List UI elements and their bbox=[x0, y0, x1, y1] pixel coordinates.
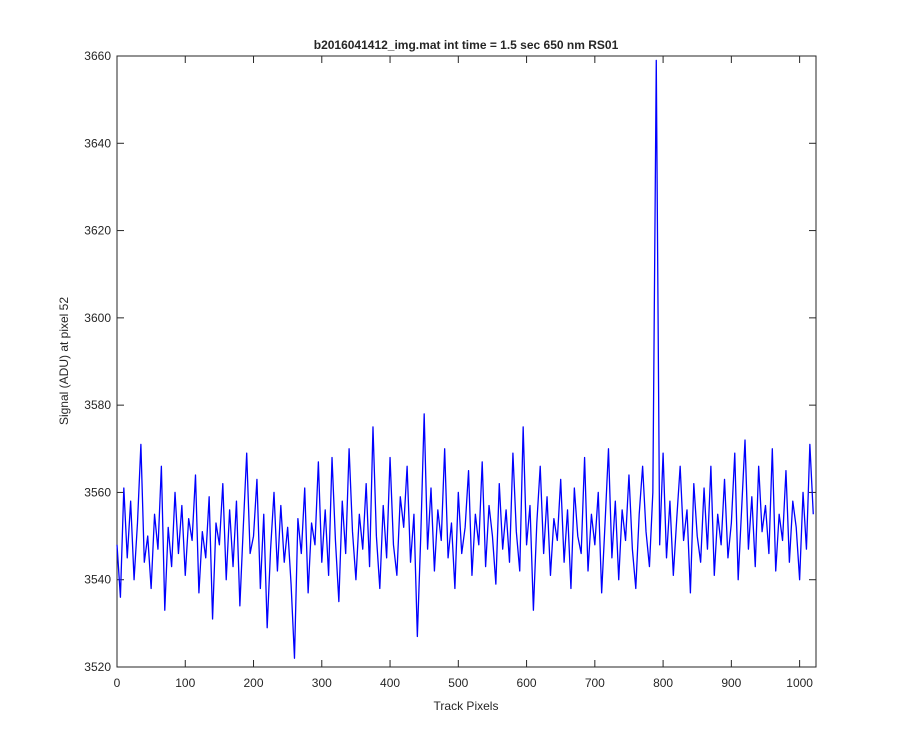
x-tick-label: 300 bbox=[312, 676, 332, 690]
x-tick-label: 400 bbox=[380, 676, 400, 690]
y-tick-label: 3520 bbox=[84, 660, 111, 674]
y-tick-label: 3600 bbox=[84, 311, 111, 325]
x-tick-label: 500 bbox=[448, 676, 468, 690]
y-tick-label: 3640 bbox=[84, 136, 111, 150]
data-line bbox=[116, 59, 814, 659]
x-tick-label: 700 bbox=[585, 676, 605, 690]
y-tick-label: 3580 bbox=[84, 398, 111, 412]
x-tick-label: 1000 bbox=[786, 676, 813, 690]
y-tick-label: 3560 bbox=[84, 485, 111, 499]
y-axis-label: Signal (ADU) at pixel 52 bbox=[57, 297, 71, 425]
plot-area bbox=[116, 55, 817, 668]
chart-title: b2016041412_img.mat int time = 1.5 sec 6… bbox=[314, 38, 619, 52]
y-tick-label: 3620 bbox=[84, 224, 111, 238]
y-tick-label: 3540 bbox=[84, 573, 111, 587]
x-tick-label: 900 bbox=[721, 676, 741, 690]
x-tick-label: 100 bbox=[175, 676, 195, 690]
x-tick-label: 200 bbox=[244, 676, 264, 690]
x-axis-label: Track Pixels bbox=[434, 699, 499, 713]
x-tick-label: 600 bbox=[517, 676, 537, 690]
x-tick-label: 800 bbox=[653, 676, 673, 690]
x-tick-label: 0 bbox=[114, 676, 121, 690]
y-tick-label: 3660 bbox=[84, 49, 111, 63]
